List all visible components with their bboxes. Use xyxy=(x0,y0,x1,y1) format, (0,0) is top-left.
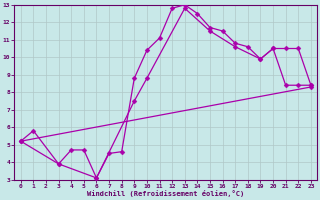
X-axis label: Windchill (Refroidissement éolien,°C): Windchill (Refroidissement éolien,°C) xyxy=(87,190,244,197)
